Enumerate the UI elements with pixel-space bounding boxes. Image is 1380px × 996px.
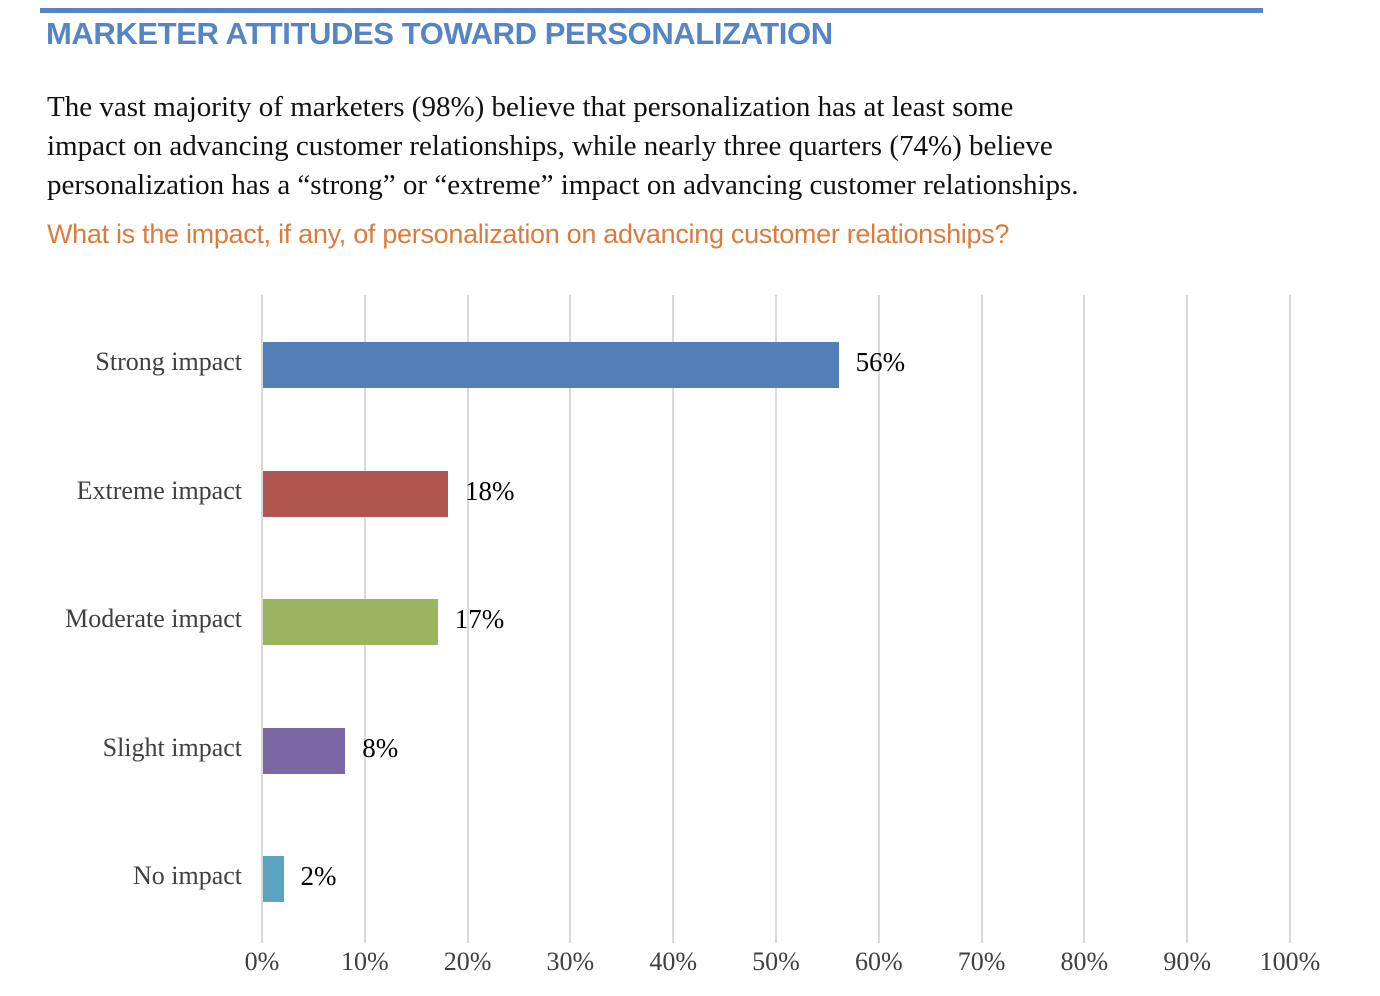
x-axis-tick-label: 80% bbox=[1060, 947, 1109, 976]
category-label: Moderate impact bbox=[65, 604, 242, 633]
x-axis-tick-label: 20% bbox=[443, 947, 492, 976]
header-accent-rule bbox=[40, 8, 1263, 13]
gridline bbox=[1186, 295, 1189, 943]
gridline bbox=[877, 295, 880, 943]
x-axis-tick-label: 70% bbox=[957, 947, 1006, 976]
page-title: MARKETER ATTITUDES TOWARD PERSONALIZATIO… bbox=[46, 16, 833, 51]
bar bbox=[263, 599, 438, 645]
bar bbox=[263, 727, 346, 774]
gridline bbox=[466, 295, 469, 943]
intro-paragraph: The vast majority of marketers (98%) bel… bbox=[47, 91, 1079, 201]
value-label: 56% bbox=[855, 347, 906, 377]
gridline bbox=[261, 295, 263, 943]
bar bbox=[263, 470, 449, 517]
value-label: 2% bbox=[300, 861, 337, 891]
gridline bbox=[569, 295, 572, 943]
value-label: 17% bbox=[454, 604, 505, 634]
value-label: 18% bbox=[465, 475, 515, 506]
x-axis-tick-label: 90% bbox=[1163, 947, 1212, 976]
value-label: 8% bbox=[362, 732, 399, 763]
gridline bbox=[1289, 295, 1291, 943]
gridline bbox=[980, 295, 983, 943]
survey-question: What is the impact, if any, of personali… bbox=[47, 219, 1010, 249]
x-axis-tick-label: 10% bbox=[340, 947, 389, 976]
x-axis-tick-label: 50% bbox=[752, 947, 800, 976]
x-axis-tick-label: 100% bbox=[1259, 947, 1321, 976]
x-axis-tick-label: 60% bbox=[854, 947, 903, 976]
bar-chart: 0% 10% 20% 30% 40% 50% 60% 70% 80% 90% 100% Strong … bbox=[0, 285, 1380, 996]
gridline bbox=[1083, 295, 1086, 943]
gridline bbox=[672, 295, 675, 943]
category-label: Strong impact bbox=[95, 347, 242, 376]
x-axis-tick-label: 30% bbox=[546, 947, 595, 976]
x-axis-tick-label: 0% bbox=[244, 947, 280, 976]
x-axis-tick-label: 40% bbox=[649, 947, 698, 976]
category-label: No impact bbox=[132, 861, 242, 890]
category-label: Slight impact bbox=[102, 732, 242, 762]
bar bbox=[263, 856, 284, 902]
category-label: Extreme impact bbox=[76, 475, 242, 505]
gridline bbox=[775, 295, 777, 943]
bar bbox=[263, 342, 839, 388]
